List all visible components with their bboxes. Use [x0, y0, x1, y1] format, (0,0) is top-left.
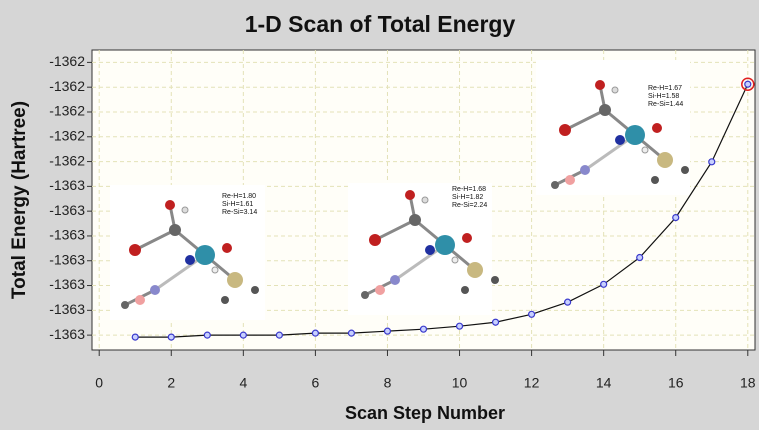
y-tick-label: -1363: [49, 326, 85, 342]
point: [204, 332, 210, 338]
chart-title: 1-D Scan of Total Energy: [245, 11, 516, 37]
x-tick-label: 14: [596, 375, 612, 391]
x-tick-label: 8: [384, 375, 392, 391]
annotation: Re-H=1.67: [648, 85, 682, 92]
point: [637, 255, 643, 261]
x-tick-label: 4: [239, 375, 247, 391]
x-tick-label: 10: [452, 375, 468, 391]
annotation: Re-Si=1.44: [648, 101, 683, 108]
point: [529, 311, 535, 317]
y-tick-label: -1362: [49, 78, 85, 94]
chart: 1-D Scan of Total Energy Scan Step Numbe…: [0, 0, 759, 430]
annotation: Si-H=1.58: [648, 93, 679, 100]
annotation: Si-H=1.82: [452, 194, 483, 201]
point: [457, 323, 463, 329]
point: [709, 159, 715, 165]
point: [276, 332, 282, 338]
y-tick-label: -1363: [49, 227, 85, 243]
point: [493, 319, 499, 325]
y-axis-label: Total Energy (Hartree): [9, 101, 30, 299]
y-tick-label: -1362: [49, 152, 85, 168]
x-tick-label: 16: [668, 375, 684, 391]
x-tick-label: 0: [95, 375, 103, 391]
point: [348, 330, 354, 336]
molecule-panel: [536, 60, 690, 195]
annotation: Re-H=1.80: [222, 193, 256, 200]
x-tick-label: 18: [740, 375, 756, 391]
point: [745, 81, 751, 87]
point: [168, 334, 174, 340]
y-tick-label: -1363: [49, 276, 85, 292]
point: [240, 332, 246, 338]
x-tick-label: 6: [312, 375, 320, 391]
point: [312, 330, 318, 336]
annotation: Re-H=1.68: [452, 186, 486, 193]
point: [601, 281, 607, 287]
y-tick-label: -1362: [49, 127, 85, 143]
y-tick-label: -1363: [49, 202, 85, 218]
point: [384, 328, 390, 334]
x-axis-label: Scan Step Number: [345, 403, 505, 423]
point: [673, 215, 679, 221]
annotation: Si-H=1.61: [222, 201, 253, 208]
point: [565, 299, 571, 305]
point: [421, 326, 427, 332]
y-tick-label: -1362: [49, 103, 85, 119]
annotation: Re-Si=3.14: [222, 209, 257, 216]
x-tick-label: 12: [524, 375, 540, 391]
y-tick-label: -1362: [49, 53, 85, 69]
y-tick-label: -1363: [49, 301, 85, 317]
y-tick-label: -1363: [49, 177, 85, 193]
x-tick-label: 2: [167, 375, 175, 391]
annotation: Re-Si=2.24: [452, 202, 487, 209]
point: [132, 334, 138, 340]
y-tick-label: -1363: [49, 251, 85, 267]
